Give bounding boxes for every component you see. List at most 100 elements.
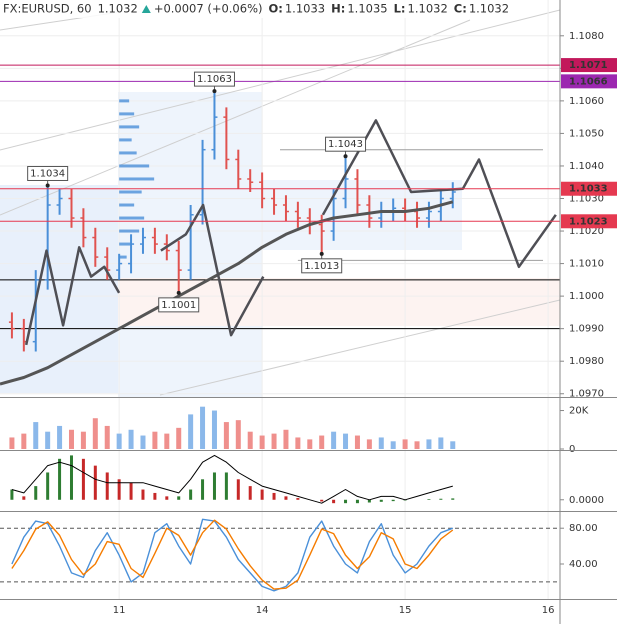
volume-bar: [354, 435, 360, 449]
histogram-bar: [105, 472, 109, 500]
y-tick-label: 1.1010: [569, 259, 604, 270]
histogram-bar: [391, 499, 395, 502]
histogram-bar: [34, 486, 38, 500]
header-bg: [0, 0, 480, 18]
volume-bar: [307, 439, 313, 449]
header-text: 1.1032: [98, 2, 138, 16]
histogram-bar: [177, 496, 181, 500]
volume-bar: [283, 429, 289, 449]
trend-line: [0, 9, 561, 396]
volume-bar: [402, 439, 408, 449]
level-label: 1.1033: [569, 184, 608, 195]
volume-bar: [200, 406, 206, 449]
histogram-bar: [212, 472, 216, 500]
volume-bar: [271, 433, 277, 449]
histogram-bar: [69, 455, 73, 500]
header-text: 1.1035: [347, 2, 387, 16]
y-tick-label: 1.1050: [569, 128, 604, 139]
volume-bar: [116, 433, 122, 449]
level-label: 1.1071: [569, 60, 608, 71]
volume-bar: [343, 433, 349, 449]
volume-bar: [295, 437, 301, 449]
volume-bar: [68, 429, 74, 449]
volume-bar: [33, 422, 39, 449]
volume-bar: [140, 435, 146, 449]
volume-bar: [426, 439, 432, 449]
x-tick-label: 15: [399, 605, 412, 616]
volume-bar: [211, 410, 217, 449]
volume-bar: [80, 431, 86, 449]
callout-label: 1.1063: [197, 74, 232, 85]
histogram-bar: [439, 498, 443, 500]
histogram-bar: [296, 498, 300, 500]
y-tick-label: 0: [569, 444, 575, 455]
oscillator-line: [11, 519, 454, 590]
header-text: 1.1032: [469, 2, 509, 16]
histogram-bar: [236, 479, 240, 500]
histogram-bar: [379, 499, 383, 502]
level-label-bg: [561, 214, 617, 229]
y-tick-label: 1.1000: [569, 291, 604, 302]
volume-bar: [176, 427, 182, 449]
profile-bar: [119, 190, 142, 194]
histogram-bar: [367, 499, 371, 503]
y-tick-label: 1.0980: [569, 356, 604, 367]
histogram-bar: [10, 489, 14, 500]
histogram-bar: [117, 479, 121, 500]
volume-bar: [223, 422, 229, 449]
y-tick-label: 1.1060: [569, 96, 604, 107]
histogram-bar: [427, 499, 431, 500]
profile-bar: [119, 125, 140, 129]
histogram-bar: [141, 489, 145, 500]
volume-bar: [319, 435, 325, 449]
x-tick-label: 16: [542, 605, 555, 616]
histogram-bar: [22, 496, 26, 500]
x-tick-label: 11: [113, 605, 126, 616]
y-tick-label: 1.0970: [569, 389, 604, 400]
volume-bar: [45, 431, 51, 449]
callout-box: [301, 258, 343, 274]
header-text: FX:EURUSD, 60: [3, 2, 92, 16]
header-text: C:: [454, 2, 467, 16]
level-label: 1.1023: [569, 216, 608, 227]
profile-bar: [119, 164, 150, 168]
header-text: H:: [331, 2, 345, 16]
callout-label: 1.1013: [304, 261, 339, 272]
callout-point: [176, 290, 181, 295]
header-text: 1.1032: [408, 2, 448, 16]
x-tick-label: 14: [256, 605, 269, 616]
histogram-bar: [451, 498, 455, 500]
histogram-bar: [189, 489, 193, 500]
y-tick-label: 1.1020: [569, 226, 604, 237]
histogram-bar: [81, 458, 85, 500]
y-tick-label: 80.00: [569, 523, 598, 534]
level-label-bg: [561, 58, 617, 73]
histogram-bar: [355, 499, 359, 504]
volume-bar: [331, 431, 337, 449]
profile-bar: [119, 112, 135, 116]
volume-bar: [414, 441, 420, 449]
profile-bar: [119, 177, 155, 181]
profile-bar: [119, 138, 132, 142]
callout-box: [27, 165, 69, 181]
header-text: O:: [268, 2, 282, 16]
histogram-bar: [284, 496, 288, 500]
volume-bar: [164, 433, 170, 449]
y-tick-label: 40.00: [569, 559, 598, 570]
volume-bar: [92, 418, 98, 449]
volume-bar: [390, 441, 396, 449]
y-tick-label: 1.0990: [569, 324, 604, 335]
profile-bar: [119, 216, 145, 220]
volume-bar: [450, 441, 456, 449]
histogram-bar: [332, 499, 336, 504]
volume-bar: [247, 431, 253, 449]
level-label-bg: [561, 181, 617, 196]
y-tick-label: 1.1040: [569, 161, 604, 172]
histogram-bar: [58, 458, 62, 500]
volume-bar: [9, 437, 15, 449]
profile-bar: [119, 151, 137, 155]
callout-box: [158, 297, 200, 313]
callout-label: 1.1001: [161, 300, 196, 311]
